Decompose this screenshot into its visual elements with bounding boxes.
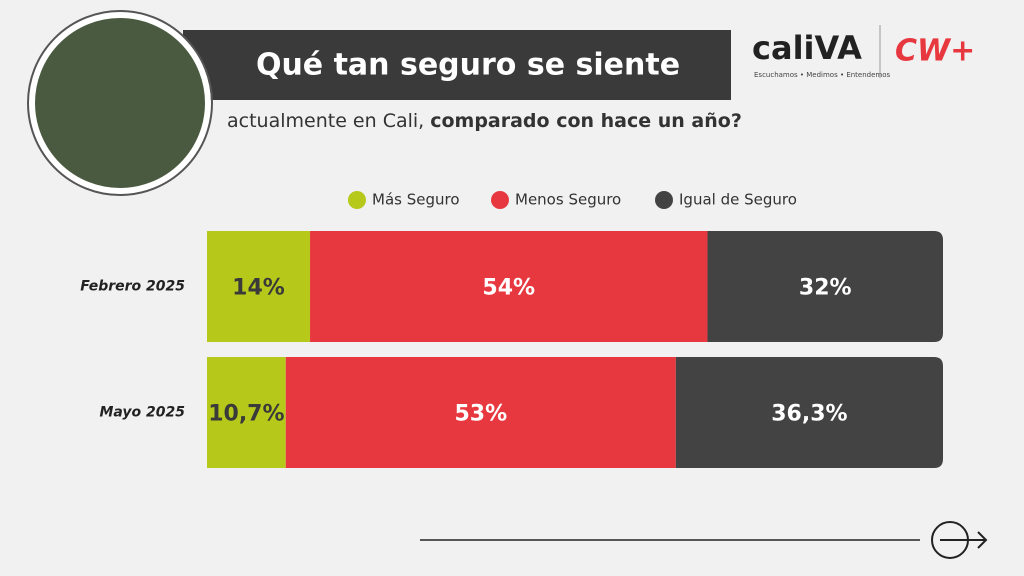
subtitle-part: actualmente en Cali,	[227, 110, 424, 132]
bar-segment	[707, 231, 943, 342]
subtitle-part: comparado con hace un año?	[430, 110, 742, 132]
legend-label: Más Seguro	[372, 191, 460, 209]
bar-segment	[310, 231, 708, 342]
legend-label: Menos Seguro	[515, 191, 621, 209]
bar-segment	[207, 231, 311, 342]
logo: caliVA	[752, 29, 862, 67]
legend-swatch	[655, 191, 673, 209]
value-label: 14%	[232, 276, 285, 301]
chart-subtitle: actualmente en Cali, comparado con hace u…	[227, 110, 742, 132]
photo-ring	[27, 10, 213, 196]
logo-tagline: Escuchamos • Medimos • Entendemos	[754, 71, 891, 79]
legend-label: Igual de Seguro	[679, 191, 797, 209]
value-label: 32%	[799, 276, 852, 301]
value-label: 54%	[482, 276, 535, 301]
value-label: 10,7%	[208, 402, 284, 427]
category-label: Febrero 2025	[80, 279, 185, 295]
partner-logo: CW+	[895, 34, 975, 69]
bar-segment	[675, 357, 943, 468]
value-label: 36,3%	[771, 402, 847, 427]
title-box	[183, 30, 731, 100]
bar-segment	[207, 357, 286, 468]
legend-swatch	[491, 191, 509, 209]
bar-segment	[285, 357, 676, 468]
chart-title: Qué tan seguro se siente	[256, 48, 680, 83]
legend-swatch	[348, 191, 366, 209]
category-label: Mayo 2025	[99, 405, 185, 421]
photo	[29, 12, 211, 194]
value-label: 53%	[454, 402, 507, 427]
next-arrow	[940, 531, 988, 549]
